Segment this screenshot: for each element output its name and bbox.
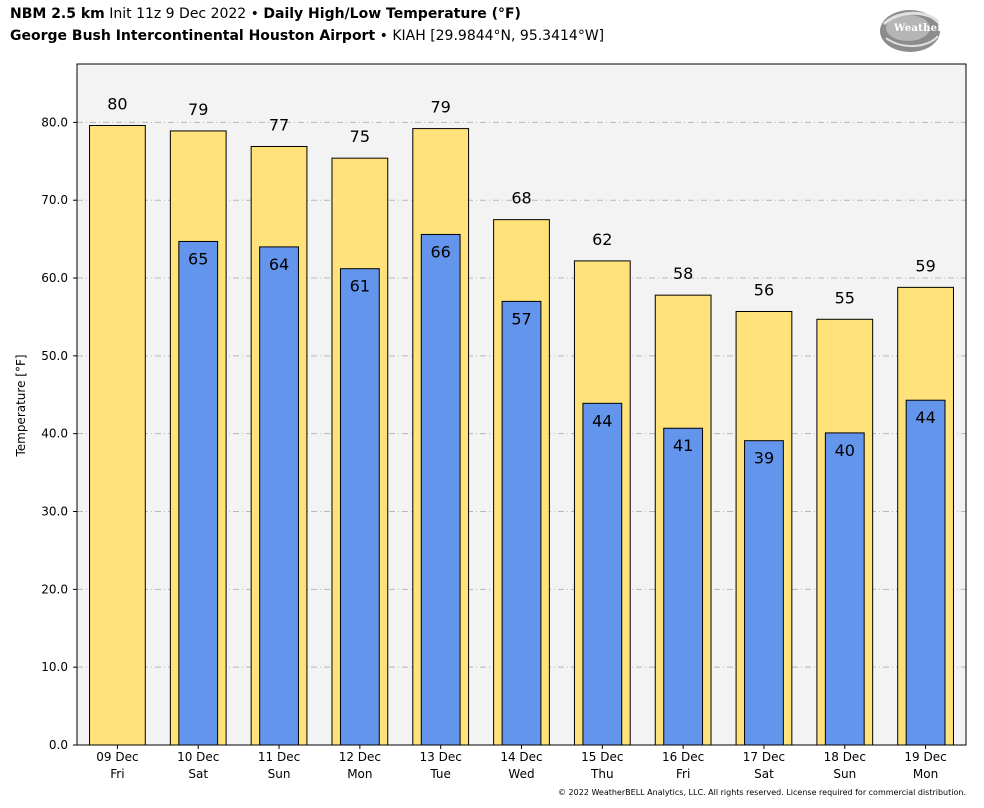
x-tick-label-weekday: Fri (676, 767, 690, 781)
low-temp-label: 44 (592, 411, 612, 430)
high-temp-label: 62 (592, 230, 612, 249)
high-temp-label: 58 (673, 264, 693, 283)
y-tick-label: 20.0 (41, 582, 68, 596)
low-temp-bar (501, 300, 542, 746)
low-temp-label: 64 (269, 255, 289, 274)
chart-title-line-1: NBM 2.5 km Init 11z 9 Dec 2022 • Daily H… (10, 6, 521, 22)
x-tick-label-date: 16 Dec (662, 750, 704, 764)
init-time: Init 11z 9 Dec 2022 (109, 6, 247, 22)
bullet-separator: • (250, 6, 259, 22)
y-tick-label: 10.0 (41, 660, 68, 674)
x-tick-label-weekday: Wed (508, 767, 534, 781)
product-name: Daily High/Low Temperature (°F) (263, 6, 521, 22)
low-temp-label: 44 (915, 408, 935, 427)
y-tick-label: 80.0 (41, 115, 68, 129)
low-temp-bar (905, 399, 946, 746)
high-temp-label: 75 (350, 127, 370, 146)
low-temp-label: 39 (754, 449, 774, 468)
low-temp-bar (339, 268, 380, 746)
high-temp-label: 79 (431, 98, 451, 117)
x-tick-label-date: 19 Dec (904, 750, 946, 764)
low-temp-label: 61 (350, 277, 370, 296)
x-tick-label-date: 14 Dec (500, 750, 542, 764)
bars (89, 124, 954, 746)
low-temp-bar (582, 402, 623, 746)
bullet-separator: • (379, 28, 388, 44)
y-tick-label: 0.0 (49, 738, 68, 752)
low-temp-label: 41 (673, 436, 693, 455)
low-temp-bar (420, 233, 461, 746)
x-tick-label-date: 09 Dec (96, 750, 138, 764)
high-temp-label: 55 (835, 288, 855, 307)
low-temp-bar (259, 246, 299, 746)
model-name: NBM 2.5 km (10, 6, 105, 22)
low-temp-bar (178, 240, 219, 746)
x-tick-label-weekday: Thu (590, 767, 614, 781)
x-tick-label-date: 17 Dec (743, 750, 785, 764)
y-axis-label: Temperature [°F] (14, 354, 28, 457)
x-tick-label-date: 15 Dec (581, 750, 623, 764)
x-tick-label-date: 10 Dec (177, 750, 219, 764)
logo-text: WeatherBELL (894, 23, 975, 34)
weatherbell-logo: WeatherBELL (878, 6, 974, 56)
y-tick-label: 50.0 (41, 349, 68, 363)
low-temp-bar (824, 432, 865, 746)
y-tick-label: 40.0 (41, 427, 68, 441)
logo-swirl-icon (880, 10, 940, 52)
y-tick-label: 60.0 (41, 271, 68, 285)
low-temp-label: 57 (511, 309, 531, 328)
x-tick-label-date: 12 Dec (339, 750, 381, 764)
data-labels: 80 79 65 77 64 75 61 79 66 68 57 62 44 58 41 56 39 55 40 59… (107, 94, 936, 467)
x-axis: 09 Dec Fri 10 Dec Sat 11 Dec Sun 12 Dec Mon 13 D… (96, 745, 947, 781)
low-temp-bar (663, 427, 704, 746)
x-tick-label-weekday: Sat (754, 767, 774, 781)
low-temp-label: 40 (835, 441, 855, 460)
x-tick-label-weekday: Sat (188, 767, 208, 781)
x-tick-label-date: 18 Dec (824, 750, 866, 764)
y-tick-label: 30.0 (41, 505, 68, 519)
high-temp-bar (89, 124, 146, 746)
high-temp-label: 77 (269, 115, 289, 134)
low-temp-bar (744, 440, 784, 746)
x-tick-label-weekday: Mon (347, 767, 372, 781)
y-axis: 0.0 10.0 20.0 30.0 40.0 50.0 60.0 70.0 80.0 (41, 115, 77, 752)
x-tick-label-weekday: Sun (833, 767, 856, 781)
station-name: George Bush Intercontinental Houston Air… (10, 28, 376, 44)
low-temp-label: 66 (431, 242, 451, 261)
high-temp-label: 59 (915, 256, 935, 275)
high-temp-label: 79 (188, 100, 208, 119)
high-temp-label: 68 (511, 189, 531, 208)
copyright-footer: © 2022 WeatherBELL Analytics, LLC. All r… (558, 788, 966, 797)
high-temp-label: 56 (754, 280, 774, 299)
x-tick-label-weekday: Fri (110, 767, 124, 781)
x-tick-label-weekday: Sun (268, 767, 291, 781)
low-temp-label: 65 (188, 249, 208, 268)
chart-title-line-2: George Bush Intercontinental Houston Air… (10, 28, 604, 44)
x-tick-label-date: 13 Dec (420, 750, 462, 764)
station-info: KIAH [29.9844°N, 95.3414°W] (392, 28, 605, 44)
y-tick-label: 70.0 (41, 193, 68, 207)
x-tick-label-weekday: Tue (429, 767, 451, 781)
high-temp-label: 80 (107, 94, 127, 113)
x-tick-label-date: 11 Dec (258, 750, 300, 764)
x-tick-label-weekday: Mon (913, 767, 938, 781)
